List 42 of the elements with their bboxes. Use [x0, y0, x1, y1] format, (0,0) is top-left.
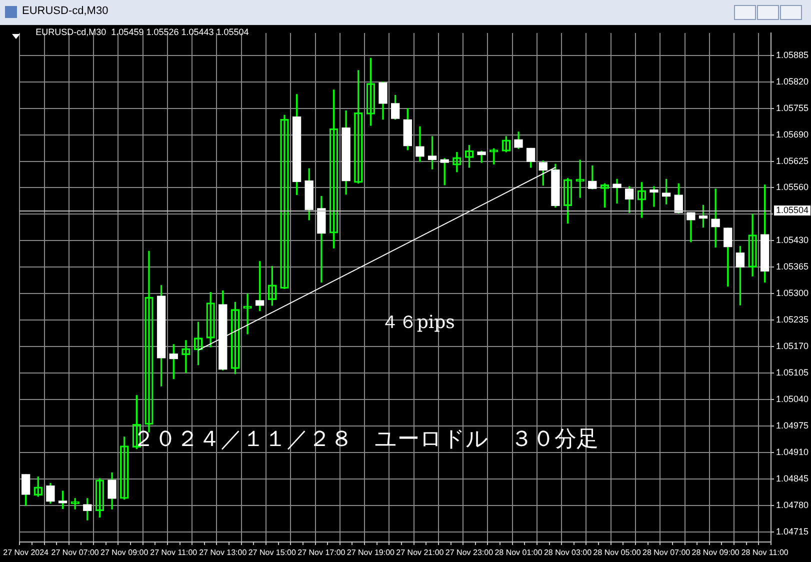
- y-tick-label: 1.05820: [776, 76, 809, 86]
- y-tick-label: 1.05430: [776, 235, 809, 246]
- x-tick-label: 28 Nov 09:00: [692, 548, 740, 558]
- candlestick: [650, 186, 658, 207]
- x-tick-label: 27 Nov 21:00: [396, 548, 444, 558]
- x-tick-label: 28 Nov 03:00: [544, 548, 592, 558]
- y-tick-label: 1.05625: [776, 156, 809, 166]
- x-tick-label: 27 Nov 2024: [3, 548, 50, 558]
- x-tick-label: 28 Nov 11:00: [741, 548, 789, 558]
- y-tick-label: 1.05170: [776, 341, 809, 352]
- y-tick-label: 1.04845: [776, 473, 809, 484]
- x-tick-label: 27 Nov 17:00: [298, 548, 346, 558]
- y-tick-label: 1.05365: [776, 262, 809, 272]
- y-tick-label: 1.05755: [776, 102, 809, 113]
- y-tick-label: 1.05885: [776, 50, 809, 60]
- x-tick-label: 27 Nov 19:00: [346, 548, 396, 558]
- ref-line-label: 1.05504: [776, 205, 809, 216]
- y-tick-label: 1.04975: [776, 420, 809, 430]
- y-tick-label: 1.04780: [776, 500, 809, 510]
- y-tick-label: 1.05105: [776, 367, 809, 378]
- x-tick-label: 27 Nov 09:00: [100, 548, 149, 558]
- x-tick-label: 27 Nov 11:00: [150, 548, 198, 558]
- x-tick-label: 28 Nov 01:00: [494, 548, 543, 558]
- x-tick-label: 27 Nov 13:00: [199, 548, 248, 558]
- candlestick: [612, 178, 622, 204]
- y-tick-label: 1.04715: [776, 526, 809, 536]
- annotation: ４６pips: [380, 312, 455, 333]
- x-tick-label: 28 Nov 07:00: [642, 548, 691, 558]
- x-tick-label: 27 Nov 23:00: [445, 548, 494, 558]
- y-tick-label: 1.05560: [776, 182, 809, 192]
- x-tick-label: 28 Nov 05:00: [593, 548, 642, 558]
- chart-title: EURUSD-cd,M30: [22, 5, 108, 17]
- x-tick-label: 27 Nov 15:00: [248, 548, 296, 558]
- candlestick: [243, 294, 252, 334]
- y-tick-label: 1.05235: [776, 314, 809, 325]
- y-tick-label: 1.05690: [776, 129, 809, 140]
- x-tick-label: 27 Nov 07:00: [51, 548, 100, 558]
- chart-subtitle: EURUSD-cd,M30 1.05459 1.05526 1.05443 1.05504: [36, 26, 249, 37]
- y-tick-label: 1.05300: [776, 288, 809, 298]
- candlestick: [711, 188, 720, 248]
- y-tick-label: 1.05040: [776, 394, 809, 404]
- y-tick-label: 1.04910: [776, 446, 809, 457]
